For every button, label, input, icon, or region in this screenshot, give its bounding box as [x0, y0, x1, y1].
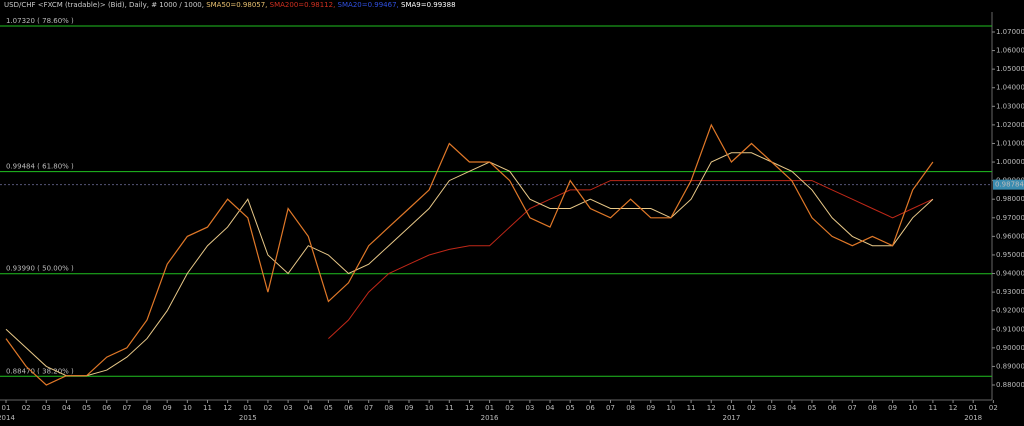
title-part: SMA200=0.98112,	[270, 1, 338, 9]
x-tick-label: 08	[143, 404, 152, 412]
x-tick-label: 10	[666, 404, 675, 412]
x-tick-label: 11	[687, 404, 696, 412]
fib-label: 0.88470 ( 38.20% )	[6, 367, 74, 375]
x-tick-label: 08	[626, 404, 635, 412]
x-tick-label: 07	[848, 404, 857, 412]
y-tick-label: 0.92000	[996, 307, 1024, 315]
x-tick-label: 06	[586, 404, 595, 412]
series-line	[5, 152, 934, 377]
x-tick-label: 07	[364, 404, 373, 412]
y-tick-label: 1.06000	[996, 47, 1024, 55]
x-tick-label: 06	[828, 404, 837, 412]
y-tick-label: 0.98000	[996, 195, 1024, 203]
x-tick-label: 07	[122, 404, 131, 412]
x-tick-label: 06	[102, 404, 111, 412]
x-tick-label: 09	[646, 404, 655, 412]
x-tick-label: 05	[82, 404, 91, 412]
x-tick-label: 02	[989, 404, 998, 412]
y-tick-label: 1.03000	[996, 102, 1024, 110]
y-tick-label: 0.91000	[996, 325, 1024, 333]
y-tick-label: 0.93000	[996, 288, 1024, 296]
year-label: 2014	[0, 414, 15, 422]
fib-label: 1.07320 ( 78.60% )	[6, 17, 74, 25]
y-tick-label: 1.04000	[996, 84, 1024, 92]
title-part: SMA20=0.99467,	[338, 1, 401, 9]
x-tick-label: 06	[344, 404, 353, 412]
x-tick-label: 01	[485, 404, 494, 412]
x-tick-label: 01	[2, 404, 11, 412]
x-tick-label: 05	[566, 404, 575, 412]
y-tick-label: 1.07000	[996, 28, 1024, 36]
x-tick-label: 08	[384, 404, 393, 412]
x-tick-label: 02	[22, 404, 31, 412]
y-tick-label: 0.94000	[996, 270, 1024, 278]
x-tick-label: 05	[324, 404, 333, 412]
x-tick-label: 04	[304, 404, 313, 412]
y-tick-label: 0.97000	[996, 214, 1024, 222]
x-tick-label: 09	[888, 404, 897, 412]
y-tick-label: 0.88000	[996, 381, 1024, 389]
y-tick-label: 0.89000	[996, 362, 1024, 370]
chart-title: USD/CHF <FXCM (tradable)> (Bid), Daily, …	[4, 1, 456, 9]
x-tick-label: 11	[928, 404, 937, 412]
x-tick-label: 01	[727, 404, 736, 412]
series-line	[328, 180, 934, 339]
x-tick-label: 05	[808, 404, 817, 412]
x-tick-label: 01	[969, 404, 978, 412]
x-tick-label: 07	[606, 404, 615, 412]
year-label: 2017	[722, 414, 740, 422]
year-label: 2018	[964, 414, 982, 422]
x-tick-label: 12	[465, 404, 474, 412]
fib-label: 0.93990 ( 50.00% )	[6, 265, 74, 273]
x-tick-label: 01	[243, 404, 252, 412]
x-tick-label: 04	[62, 404, 71, 412]
x-tick-label: 11	[203, 404, 212, 412]
y-tick-label: 0.96000	[996, 232, 1024, 240]
x-tick-label: 12	[949, 404, 958, 412]
x-tick-label: 11	[445, 404, 454, 412]
x-tick-label: 12	[707, 404, 716, 412]
x-tick-label: 09	[405, 404, 414, 412]
x-tick-label: 10	[425, 404, 434, 412]
y-tick-label: 1.02000	[996, 121, 1024, 129]
x-tick-label: 02	[747, 404, 756, 412]
y-tick-label: 1.00000	[996, 158, 1024, 166]
x-tick-label: 09	[163, 404, 172, 412]
y-tick-label: 1.01000	[996, 139, 1024, 147]
fib-label: 0.99484 ( 61.80% )	[6, 163, 74, 171]
y-tick-label: 1.05000	[996, 65, 1024, 73]
year-label: 2016	[481, 414, 499, 422]
x-tick-label: 03	[42, 404, 51, 412]
x-tick-label: 03	[284, 404, 293, 412]
x-tick-label: 03	[767, 404, 776, 412]
series-line	[5, 123, 934, 386]
x-tick-label: 04	[546, 404, 555, 412]
year-label: 2015	[239, 414, 257, 422]
x-tick-label: 08	[868, 404, 877, 412]
last-price-box	[993, 179, 1024, 190]
title-part: SMA50=0.98057,	[206, 1, 269, 9]
x-tick-label: 03	[525, 404, 534, 412]
y-tick-label: 0.90000	[996, 344, 1024, 352]
x-tick-label: 04	[787, 404, 796, 412]
last-price-label: 0.98784	[995, 181, 1024, 189]
x-tick-label: 10	[908, 404, 917, 412]
y-tick-label: 0.95000	[996, 251, 1024, 259]
x-tick-label: 02	[263, 404, 272, 412]
x-tick-label: 02	[505, 404, 514, 412]
x-tick-label: 12	[223, 404, 232, 412]
title-part: SMA9=0.99388	[401, 1, 456, 9]
title-part: USD/CHF <FXCM (tradable)> (Bid), Daily, …	[4, 1, 206, 9]
x-tick-label: 10	[183, 404, 192, 412]
